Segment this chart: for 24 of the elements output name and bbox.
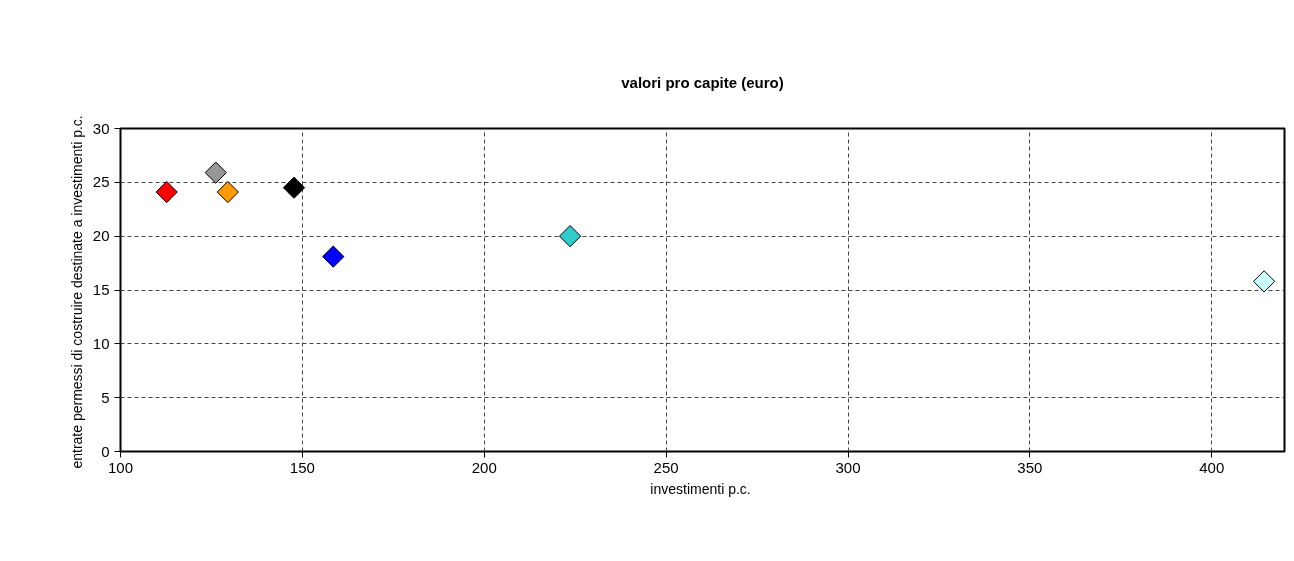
x-tick-label: 150 (289, 458, 315, 476)
chart-title: valori pro capite (euro) (621, 74, 784, 91)
x-tick-label: 350 (1017, 458, 1043, 476)
y-tick-label: 30 (92, 119, 110, 137)
x-axis-title: investimenti p.c. (650, 480, 751, 497)
point (155, 180, 178, 204)
point (322, 245, 345, 268)
x-tick-label: 300 (835, 458, 861, 476)
y-tick-label: 0 (101, 442, 110, 460)
point (204, 161, 227, 184)
point (1253, 270, 1276, 293)
point (282, 176, 306, 199)
x-tick-label: 200 (471, 458, 497, 476)
y-tick-label: 20 (92, 227, 110, 245)
y-axis-title: entrate permessi di costruire destinate a investimenti p.c. (68, 115, 85, 469)
point (558, 225, 582, 248)
y-tick-label: 5 (101, 388, 110, 406)
y-tick-label: 10 (92, 334, 110, 352)
y-tick-label: 25 (92, 173, 110, 191)
x-tick-label: 400 (1199, 458, 1225, 476)
point (216, 180, 239, 204)
y-tick-label: 15 (92, 281, 110, 298)
x-tick-label: 250 (653, 458, 679, 476)
x-tick-label: 100 (107, 458, 134, 476)
